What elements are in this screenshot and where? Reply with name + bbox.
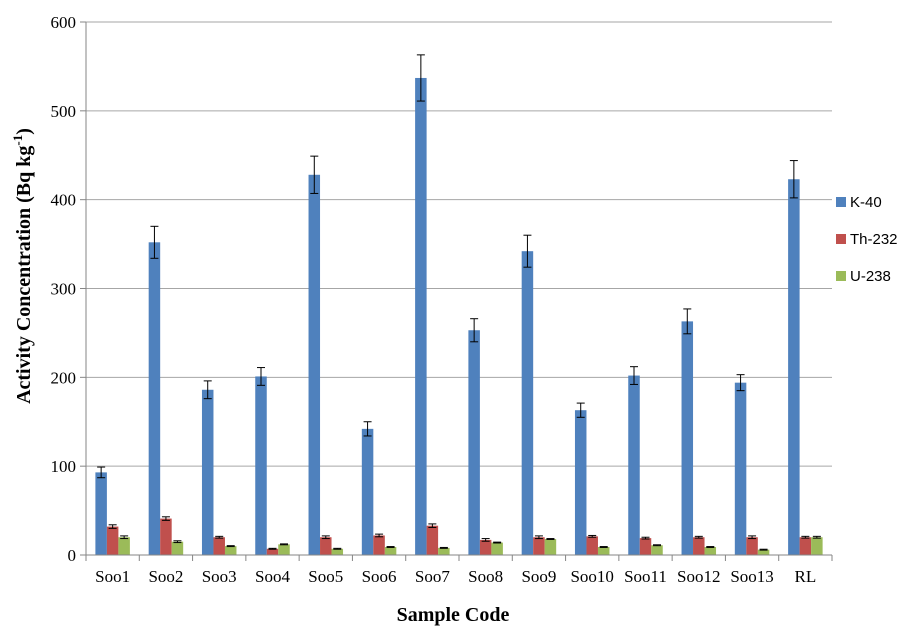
bar — [373, 535, 385, 555]
bar — [479, 539, 492, 555]
x-tick-label: Soo8 — [468, 567, 503, 586]
x-tick-label: Soo1 — [95, 567, 130, 586]
bar — [308, 174, 321, 555]
bar — [331, 548, 344, 555]
bar — [171, 541, 184, 555]
legend-label: U-238 — [850, 268, 891, 285]
bar — [597, 547, 610, 555]
y-axis-title-close: ) — [13, 128, 35, 135]
y-axis-title-superscript: -1 — [10, 135, 25, 146]
x-tick-label: Soo12 — [677, 567, 720, 586]
bar — [320, 537, 332, 555]
bar — [639, 538, 652, 555]
bar — [160, 518, 172, 555]
bar — [628, 375, 640, 555]
legend-swatch — [836, 197, 846, 207]
bar — [681, 321, 694, 555]
bar — [415, 77, 427, 555]
bar — [811, 537, 823, 555]
bar — [426, 525, 439, 555]
legend-swatch — [836, 271, 846, 281]
bar — [278, 544, 290, 555]
bar — [201, 389, 214, 555]
bar — [118, 537, 130, 555]
y-tick-label: 200 — [51, 368, 77, 387]
bar — [574, 410, 587, 555]
x-tick-label: Soo6 — [362, 567, 397, 586]
bar — [95, 472, 107, 555]
bar — [106, 526, 119, 555]
bar — [255, 376, 267, 555]
y-tick-label: 300 — [51, 280, 77, 299]
y-tick-label: 0 — [68, 546, 77, 565]
bar — [746, 537, 758, 555]
bar — [213, 537, 225, 555]
legend-swatch — [836, 234, 846, 244]
bar — [704, 547, 717, 555]
y-axis-title-main: Activity Concentration (Bq kg — [13, 146, 35, 404]
bar — [224, 546, 237, 555]
bar — [438, 547, 450, 555]
y-tick-label: 600 — [51, 13, 77, 32]
gridlines — [86, 21, 832, 467]
bar — [651, 545, 663, 555]
y-tick-label: 400 — [51, 191, 77, 210]
bar — [734, 382, 747, 555]
y-tick-label: 100 — [51, 457, 77, 476]
bar — [468, 330, 480, 555]
x-tick-label: Soo13 — [730, 567, 773, 586]
bar — [693, 537, 705, 555]
bar — [361, 428, 374, 555]
bar — [544, 539, 557, 555]
bar — [521, 251, 534, 555]
x-tick-label: Soo7 — [415, 567, 450, 586]
y-axis-ticks: 0 100 200 300 400 500 600 — [51, 13, 86, 565]
x-tick-label: Soo10 — [570, 567, 613, 586]
x-tick-label: Soo4 — [255, 567, 290, 586]
x-tick-label: Soo11 — [624, 567, 667, 586]
bar — [533, 537, 545, 555]
bar — [266, 548, 279, 555]
bar — [788, 179, 800, 556]
x-axis-ticks: Soo1 Soo2 Soo3 Soo4 Soo5 Soo6 Soo7 Soo8 Soo9 Soo1… — [85, 555, 833, 586]
x-tick-label: Soo2 — [148, 567, 183, 586]
x-axis-title: Sample Code — [397, 604, 510, 626]
y-axis-title: Activity Concentration (Bq kg-1) — [10, 128, 35, 404]
bar — [148, 242, 161, 555]
x-tick-label: RL — [794, 567, 816, 586]
bars-layer — [95, 54, 823, 556]
bar — [586, 536, 598, 555]
x-tick-label: Soo5 — [308, 567, 343, 586]
y-tick-label: 500 — [51, 102, 77, 121]
bar — [384, 547, 397, 555]
bar — [491, 542, 503, 555]
legend-label: K-40 — [850, 194, 882, 211]
x-tick-label: Soo3 — [202, 567, 237, 586]
legend-label: Th-232 — [850, 231, 898, 248]
bar — [757, 549, 770, 555]
x-tick-label: Soo9 — [521, 567, 556, 586]
legend: K-40 Th-232 U-238 — [836, 194, 898, 285]
bar — [799, 537, 812, 555]
